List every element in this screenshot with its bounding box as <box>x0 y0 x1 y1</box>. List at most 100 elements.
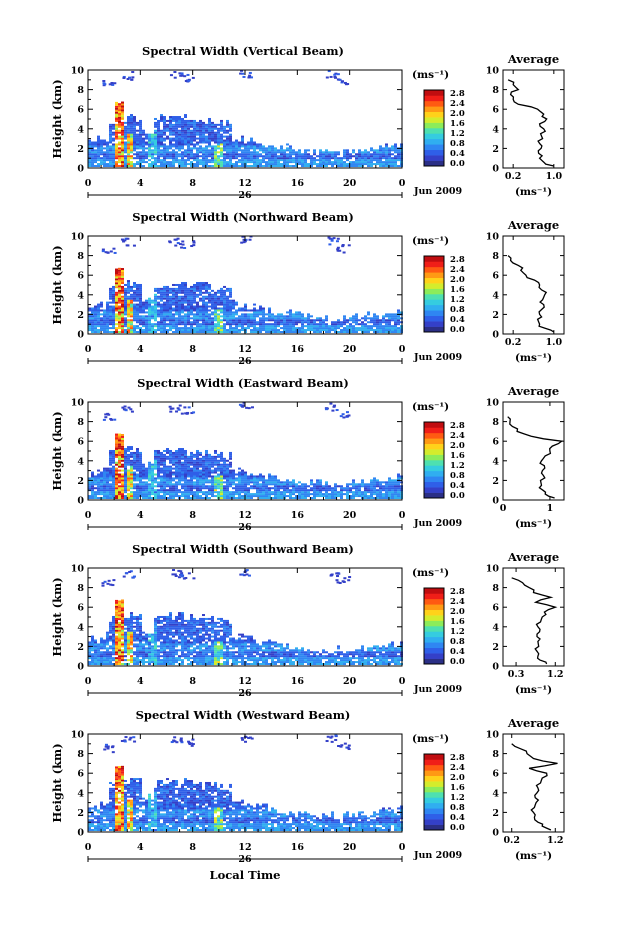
colorbar-swatch <box>424 819 444 825</box>
x-tick-label: 12 <box>238 344 251 355</box>
y-tick-label: 8 <box>77 417 84 428</box>
x-axis-label: Local Time <box>210 868 281 882</box>
average-frame <box>502 567 565 667</box>
colorbar-tick-label: 1.6 <box>450 285 465 295</box>
colorbar-tick-label: 2.4 <box>450 265 465 275</box>
colorbar-swatch <box>424 111 444 118</box>
x-tick-label: 0 <box>399 842 406 853</box>
avg-y-tick-label: 6 <box>492 437 499 448</box>
heatmap-cells <box>88 568 403 666</box>
colorbar-tick-label: 1.2 <box>450 793 465 803</box>
colorbar-swatch <box>424 775 444 782</box>
date-label: Jun 2009 <box>413 850 462 861</box>
colorbar-swatch <box>424 754 444 760</box>
avg-x-axis-label: (ms⁻¹) <box>515 850 552 862</box>
average-frame <box>502 733 565 833</box>
avg-x-tick-label: 1.0 <box>546 337 563 348</box>
colorbar-swatch <box>424 449 444 455</box>
colorbar-swatch <box>424 824 444 831</box>
colorbar-tick-label: 0.4 <box>450 647 465 657</box>
avg-x-tick-label: 1.2 <box>547 835 564 846</box>
x-tick-label: 0 <box>85 842 92 853</box>
y-tick-label: 10 <box>71 730 85 741</box>
colorbar-tick-label: 1.2 <box>450 295 465 305</box>
y-tick-label: 6 <box>77 437 84 448</box>
avg-y-tick-label: 2 <box>492 144 499 155</box>
colorbar-tick-label: 1.6 <box>450 617 465 627</box>
colorbar-swatch <box>424 304 444 311</box>
colorbar-frame <box>423 753 445 831</box>
colorbar-tick-label: 0.4 <box>450 149 465 159</box>
date-day-label: 26 <box>238 522 252 533</box>
panel-3: Spectral Width (Eastward Beam)0246810Hei… <box>50 376 565 533</box>
x-tick-label: 16 <box>291 676 305 687</box>
average-profile-line <box>511 577 558 665</box>
x-tick-label: 4 <box>137 842 144 853</box>
panel-1: Spectral Width (Vertical Beam) 0 2 4 6 8 10 Hei… <box>50 44 565 201</box>
colorbar-swatch <box>424 770 444 777</box>
colorbar-swatch <box>424 261 444 268</box>
colorbar-swatch <box>424 470 444 477</box>
avg-x-tick-label: 1.2 <box>547 669 564 680</box>
panel-title: Spectral Width (Northward Beam) <box>132 210 354 224</box>
colorbar-swatch <box>424 626 444 632</box>
colorbar-tick-label: 2.0 <box>450 607 465 617</box>
x-tick-label: 20 <box>343 842 357 853</box>
colorbar-swatch <box>424 422 444 428</box>
avg-y-tick-label: 8 <box>492 583 499 594</box>
y-tick-label: 10 <box>71 398 85 409</box>
colorbar-swatch <box>424 588 444 594</box>
avg-y-tick-label: 4 <box>492 456 499 467</box>
x-tick-label: 12 <box>238 510 251 521</box>
colorbar-swatch <box>424 615 444 621</box>
colorbar-tick-label: 2.8 <box>450 587 465 597</box>
colorbar-tick-label: 1.2 <box>450 461 465 471</box>
y-tick-label: 8 <box>77 251 84 262</box>
colorbar-unit-label: (ms⁻¹) <box>412 401 449 413</box>
colorbar-swatch <box>424 454 444 461</box>
x-tick-label: 16 <box>291 510 305 521</box>
colorbar-swatch <box>424 813 444 820</box>
avg-y-tick-label: 0 <box>492 828 499 839</box>
colorbar-swatch <box>424 604 444 611</box>
colorbar-swatch <box>424 759 444 766</box>
avg-y-tick-label: 8 <box>492 85 499 96</box>
date-day-label: 26 <box>238 688 252 699</box>
panel-2: Spectral Width (Northward Beam) 0 2 4 6 8 10 He… <box>50 210 565 367</box>
x-tick-label: 0 <box>85 510 92 521</box>
colorbar-tick-label: 2.8 <box>450 753 465 763</box>
colorbar-tick-label: 0.8 <box>450 305 465 315</box>
panel-title: Spectral Width (Eastward Beam) <box>137 376 349 390</box>
colorbar-swatch <box>424 460 444 466</box>
y-tick-label: 10 <box>71 564 85 575</box>
colorbar-swatch <box>424 95 444 102</box>
avg-y-tick-label: 6 <box>492 769 499 780</box>
colorbar-unit-label: (ms⁻¹) <box>412 567 449 579</box>
colorbar-swatch <box>424 786 444 793</box>
panel-4: Spectral Width (Southward Beam) 0 2 4 6 8 10 He… <box>50 542 565 699</box>
colorbar-tick-label: 1.6 <box>450 119 465 129</box>
avg-y-tick-label: 8 <box>492 749 499 760</box>
colorbar-swatch <box>424 764 444 771</box>
colorbar-swatch <box>424 647 444 654</box>
panel-title: Spectral Width (Westward Beam) <box>136 708 351 722</box>
colorbar-swatch <box>424 487 444 493</box>
average-frame <box>502 401 565 501</box>
colorbar-tick-label: 2.8 <box>450 421 465 431</box>
x-tick-label: 8 <box>189 842 196 853</box>
colorbar-swatch <box>424 160 444 167</box>
colorbar-swatch <box>424 294 444 300</box>
avg-x-tick-label: 1.0 <box>546 171 563 182</box>
avg-x-axis-label: (ms⁻¹) <box>515 352 552 364</box>
avg-y-tick-label: 2 <box>492 310 499 321</box>
colorbar-swatch <box>424 326 444 333</box>
x-tick-label: 20 <box>343 510 357 521</box>
colorbar-tick-label: 0.8 <box>450 139 465 149</box>
colorbar-swatch <box>424 443 444 450</box>
colorbar-swatch <box>424 149 444 156</box>
y-tick-label: 4 <box>77 456 84 467</box>
x-tick-label: 16 <box>291 344 305 355</box>
panel-title: Spectral Width (Vertical Beam) <box>142 44 344 58</box>
x-tick-label: 4 <box>137 178 144 189</box>
colorbar-swatch <box>424 315 444 322</box>
